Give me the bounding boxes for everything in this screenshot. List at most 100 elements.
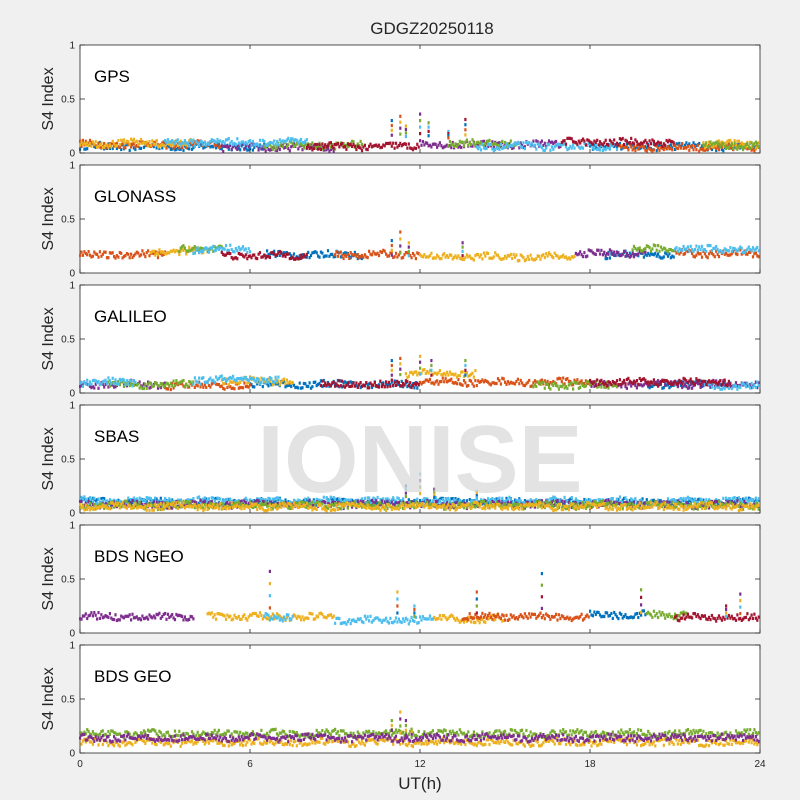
data-point [644,250,647,254]
data-point [525,382,528,386]
data-point [151,249,154,253]
data-point [220,378,223,382]
data-point [215,246,218,250]
data-point [328,141,331,145]
data-point [393,503,396,508]
data-point [159,252,162,256]
data-point [117,255,120,259]
data-point [414,146,417,150]
data-point [283,253,286,257]
data-point [468,503,471,507]
data-point [341,254,344,258]
data-point [726,139,729,143]
data-point [555,144,558,148]
data-point [397,382,400,386]
data-point [113,255,116,259]
data-point [237,143,240,147]
data-point [176,146,179,150]
data-point [230,376,233,380]
data-point [281,378,284,382]
data-point [247,385,250,389]
data-point [144,382,147,386]
data-point [244,496,247,500]
data-point [559,145,562,149]
data-point [87,250,90,254]
data-point [79,499,82,503]
data-point [135,250,138,254]
data-point [553,495,556,499]
data-point [461,499,464,503]
data-point [366,256,369,260]
data-point [715,381,718,385]
data-point [611,384,614,388]
data-point [94,252,97,256]
data-point [172,248,175,252]
data-point [273,144,276,148]
data-point [342,256,345,261]
data-point [675,499,678,503]
data-point [362,383,365,387]
data-point [685,249,688,253]
data-point [474,379,477,383]
data-point [443,380,446,384]
data-point [220,374,223,378]
data-point [730,145,733,149]
data-point [453,498,456,502]
data-point [414,381,417,385]
data-point [393,499,396,503]
data-point [431,256,434,260]
data-point [318,143,321,147]
data-point [610,383,613,387]
data-point [372,144,375,148]
data-point [756,145,759,149]
data-point [518,498,521,502]
data-point [300,253,303,257]
data-point [156,256,160,260]
data-point [668,144,671,148]
data-point [744,252,747,256]
data-point [182,378,185,383]
data-point [257,499,260,503]
data-point [467,255,470,259]
data-point [181,245,184,249]
data-point [641,377,644,381]
data-point [206,250,209,254]
data-point [634,252,637,257]
data-point [630,145,633,149]
data-point [749,250,752,254]
data-point [207,501,211,505]
data-point [226,248,229,252]
data-point [404,251,407,255]
data-point [261,499,264,504]
data-point [256,144,259,148]
data-point [637,501,640,505]
data-point [166,382,169,386]
data-point [445,254,449,258]
data-point [263,500,266,504]
data-point [154,496,157,500]
data-point [644,247,647,251]
spike-point [430,359,433,363]
data-point [675,382,678,386]
data-point [411,372,415,376]
data-point [576,499,579,503]
data-point [553,251,556,255]
data-point [482,139,485,143]
data-point [124,254,127,258]
data-point [492,145,495,149]
data-point [710,144,713,148]
data-point [481,142,484,146]
data-point [280,501,283,505]
data-point [686,144,689,148]
data-point [455,500,458,504]
data-point [747,496,750,500]
data-point [557,142,560,146]
data-point [266,378,269,382]
data-point [305,498,308,502]
data-point [410,370,413,374]
data-point [315,145,318,150]
data-point [482,146,485,150]
data-point [611,252,614,256]
data-point [319,250,322,254]
